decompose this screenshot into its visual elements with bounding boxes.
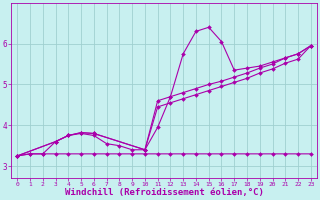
X-axis label: Windchill (Refroidissement éolien,°C): Windchill (Refroidissement éolien,°C) (65, 188, 263, 197)
